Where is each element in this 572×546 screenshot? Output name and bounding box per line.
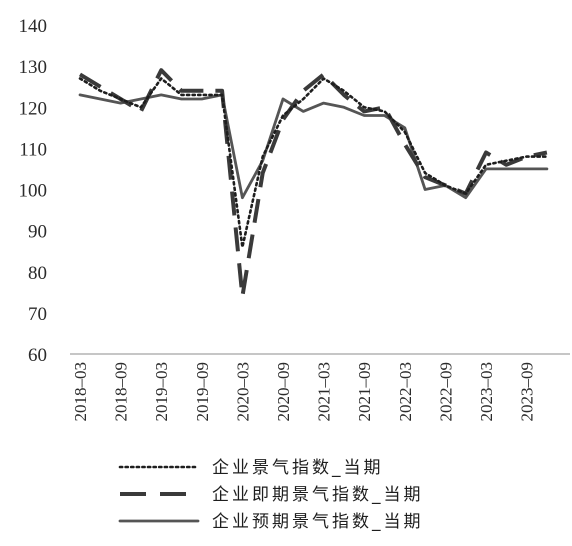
y-tick-label: 110 [19, 139, 47, 160]
y-tick-label: 120 [19, 98, 48, 119]
x-tick-label: 2022–03 [396, 362, 415, 422]
legend-label: 企业景气指数_当期 [212, 458, 384, 478]
y-axis-ticks: 60 70 80 90 100 110 120 130 140 [19, 16, 48, 366]
x-tick-label: 2020–03 [233, 362, 252, 422]
x-tick-label: 2021–03 [315, 362, 334, 422]
y-tick-label: 80 [28, 263, 47, 284]
y-tick-label: 60 [28, 345, 47, 366]
legend-label: 企业即期景气指数_当期 [212, 485, 424, 505]
y-tick-label: 100 [19, 181, 48, 202]
series-line-dashed [78, 68, 548, 299]
legend-label: 企业预期景气指数_当期 [212, 512, 424, 532]
x-tick-label: 2019–09 [193, 362, 212, 422]
x-tick-label: 2023–09 [518, 362, 537, 422]
x-tick-label: 2020–09 [274, 362, 293, 422]
x-axis-ticks: 2018–03 2018–09 2019–03 2019–09 2020–03 2020–… [71, 362, 537, 422]
x-tick-label: 2022–09 [436, 362, 455, 422]
x-tick-label: 2018–03 [71, 362, 90, 422]
x-tick-label: 2023–03 [477, 362, 496, 422]
y-tick-label: 70 [28, 304, 47, 325]
x-tick-label: 2019–03 [152, 362, 171, 422]
y-tick-label: 140 [19, 16, 48, 37]
x-tick-label: 2018–09 [112, 362, 131, 422]
x-tick-label: 2021–09 [355, 362, 374, 422]
y-tick-label: 90 [28, 222, 47, 243]
series-line-solid [78, 93, 549, 200]
plot-lines [78, 68, 549, 299]
series-line-dotted [78, 77, 549, 249]
y-tick-label: 130 [19, 57, 48, 78]
